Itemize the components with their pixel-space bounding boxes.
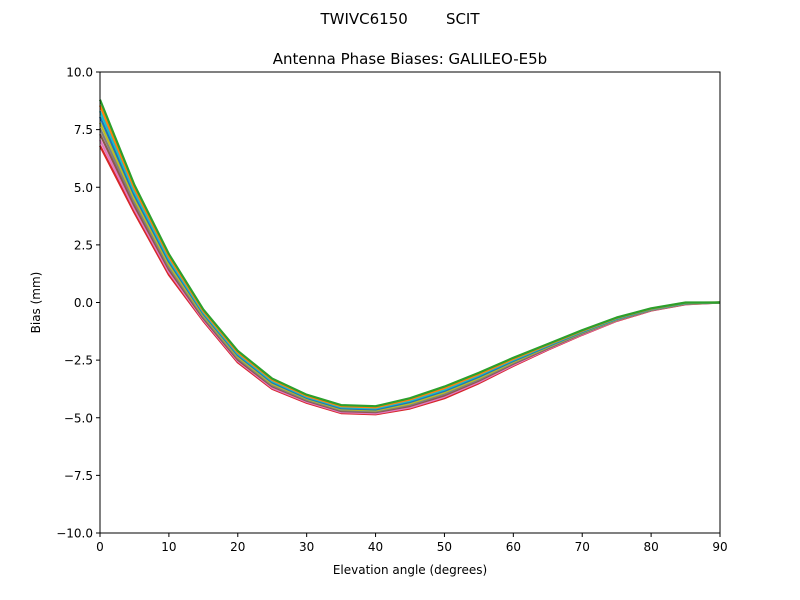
- x-tick-label: 90: [712, 540, 727, 554]
- suptitle: TWIVC6150 SCIT: [319, 10, 480, 28]
- x-tick-label: 0: [96, 540, 104, 554]
- x-axis-label: Elevation angle (degrees): [333, 563, 487, 577]
- y-tick-label: 7.5: [74, 123, 93, 137]
- series-line-7: [98, 104, 721, 409]
- x-axis: 0 10 20 30 40 50 60 70 80 90: [96, 533, 728, 554]
- x-tick-label: 70: [575, 540, 590, 554]
- x-tick-label: 40: [368, 540, 383, 554]
- y-tick-label: 10.0: [66, 66, 93, 80]
- series-line-8: [98, 99, 720, 408]
- series-line-0: [99, 145, 721, 416]
- x-tick-label: 80: [643, 540, 658, 554]
- y-tick-label: −2.5: [64, 354, 93, 368]
- y-axis-label: Bias (mm): [29, 272, 43, 334]
- y-tick-label: 5.0: [74, 181, 93, 195]
- x-tick-label: 50: [437, 540, 452, 554]
- y-tick-label: −5.0: [64, 411, 93, 425]
- y-tick-label: −7.5: [64, 469, 93, 483]
- x-tick-label: 60: [506, 540, 521, 554]
- x-tick-label: 20: [230, 540, 245, 554]
- x-tick-label: 10: [161, 540, 176, 554]
- y-tick-label: 0.0: [74, 296, 93, 310]
- y-tick-label: −10.0: [56, 527, 93, 541]
- series-lines: [98, 99, 721, 416]
- series-line-5: [98, 116, 721, 411]
- chart-title: Antenna Phase Biases: GALILEO-E5b: [273, 50, 547, 68]
- x-tick-label: 30: [299, 540, 314, 554]
- series-line-6: [98, 110, 721, 410]
- series-line-1: [99, 139, 721, 415]
- series-line-2: [99, 133, 721, 414]
- y-axis: −10.0 −7.5 −5.0 −2.5 0.0 2.5 5.0 7.5 10.0: [56, 66, 100, 541]
- series-line-4: [98, 122, 721, 412]
- y-tick-label: 2.5: [74, 238, 93, 252]
- series-line-3: [99, 128, 721, 413]
